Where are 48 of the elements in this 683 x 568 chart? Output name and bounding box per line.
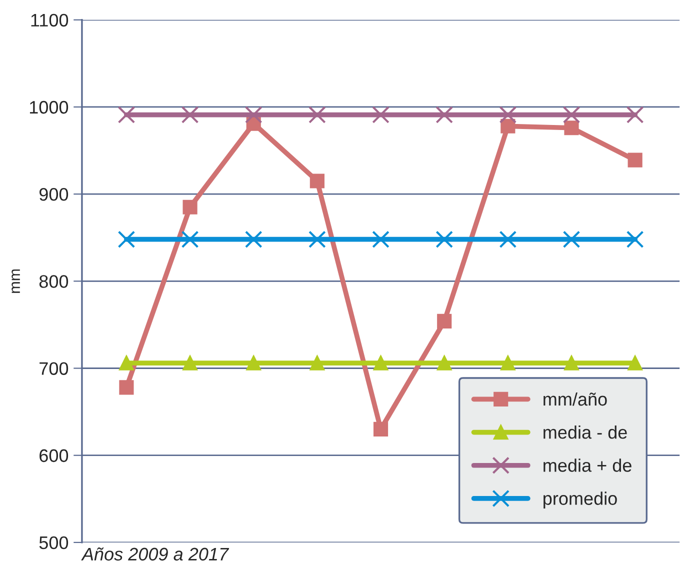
- y-tick-label: 1000: [30, 100, 68, 114]
- point: [628, 356, 642, 370]
- point: [436, 230, 454, 248]
- point: [626, 230, 644, 248]
- point: [499, 230, 517, 248]
- point: [308, 106, 326, 124]
- point: [372, 106, 390, 124]
- point: [628, 152, 642, 168]
- point: [437, 314, 452, 329]
- point: [244, 230, 262, 248]
- legend-label: mm/año: [544, 392, 607, 406]
- point: [372, 230, 390, 248]
- y-axis-title: mm: [12, 269, 20, 293]
- y-tick-label: 900: [39, 188, 68, 201]
- x-axis-title: Años 2009 a 2017: [81, 547, 230, 561]
- point: [562, 230, 580, 248]
- point: [310, 356, 324, 370]
- y-tick-label: 500: [39, 536, 68, 550]
- point: [181, 106, 199, 124]
- point: [500, 118, 516, 134]
- point: [373, 422, 388, 437]
- point: [119, 380, 134, 395]
- point: [564, 356, 579, 370]
- point: [182, 200, 198, 214]
- point: [182, 356, 198, 370]
- point: [246, 356, 261, 370]
- y-tick-label: 1100: [31, 14, 68, 27]
- point: [119, 356, 134, 370]
- y-tick-label: 800: [39, 275, 68, 288]
- point: [499, 106, 517, 124]
- point: [181, 230, 199, 248]
- point: [118, 230, 136, 248]
- point: [626, 106, 644, 124]
- point: [437, 356, 452, 370]
- point: [310, 174, 324, 188]
- point: [308, 230, 326, 248]
- legend-label: promedio: [544, 492, 617, 509]
- point: [564, 120, 579, 136]
- y-tick-label: 600: [40, 449, 68, 462]
- point: [500, 356, 516, 370]
- point: [373, 356, 388, 370]
- point: [562, 106, 580, 124]
- point: [118, 106, 136, 124]
- legend-label: media + de: [544, 458, 632, 472]
- point: [436, 106, 454, 124]
- legend-label: media - de: [544, 426, 627, 439]
- point: [244, 106, 262, 124]
- y-tick-label: 700: [40, 362, 68, 375]
